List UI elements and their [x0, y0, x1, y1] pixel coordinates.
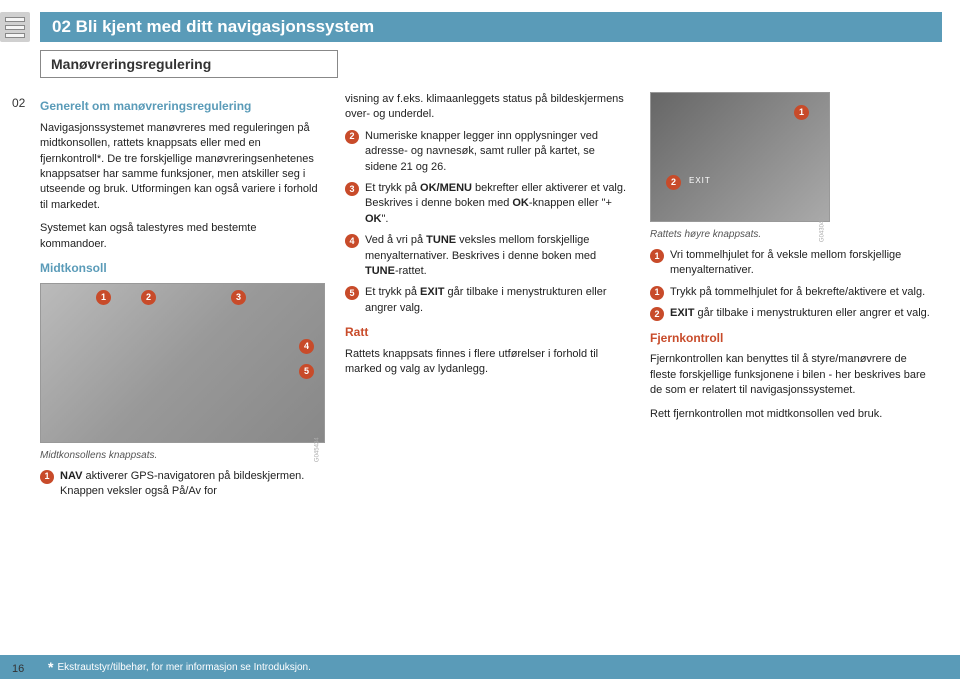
column-3: 1 2 EXIT G043040 Rattets høyre knappsats… [650, 92, 935, 506]
callout-3: 3 [231, 290, 246, 305]
callout-2: 2 [666, 175, 681, 190]
content-area: Manøvreringsregulering Generelt om manøv… [40, 50, 942, 629]
list-item-3: 3 Et trykk på OK/MENU bekrefter eller ak… [345, 181, 630, 227]
heading-fjernkontroll: Fjernkontroll [650, 330, 935, 347]
column-1: Generelt om manøvreringsregulering Navig… [40, 92, 325, 506]
paragraph: Rett fjernkontrollen mot midtkonsollen v… [650, 407, 935, 422]
section-title: Manøvreringsregulering [51, 56, 327, 72]
footnote-text: Ekstrautstyr/tilbehør, for mer informasj… [57, 662, 310, 673]
list-item-1: 1 Vri tommelhjulet for å veksle mellom f… [650, 248, 935, 279]
list-item-1b: 1 Trykk på tommelhjulet for å bekrefte/a… [650, 285, 935, 300]
columns: Generelt om manøvreringsregulering Navig… [40, 92, 942, 506]
list-item-2: 2 EXIT går tilbake i menystrukturen elle… [650, 306, 935, 321]
paragraph: Fjernkontrollen kan benyttes til å styre… [650, 352, 935, 398]
heading-midtkonsoll: Midtkonsoll [40, 260, 325, 277]
chapter-tab-icon [0, 12, 30, 42]
list-item-1: 1 NAV aktiverer GPS-navigatoren på bilde… [40, 469, 325, 500]
list-item-4: 4 Ved å vri på TUNE veksles mellom forsk… [345, 233, 630, 279]
list-item-2: 2 Numeriske knapper legger inn opplysnin… [345, 129, 630, 175]
badge-2: 2 [650, 307, 664, 321]
paragraph: Navigasjonssystemet manøvreres med regul… [40, 121, 325, 213]
paragraph: Systemet kan også talestyres med bestemt… [40, 221, 325, 252]
badge-3: 3 [345, 182, 359, 196]
header-title: 02 Bli kjent med ditt navigasjonssystem [52, 17, 374, 37]
badge-1: 1 [40, 470, 54, 484]
callout-2: 2 [141, 290, 156, 305]
page-number: 16 [12, 663, 24, 675]
callout-4: 4 [299, 339, 314, 354]
column-2: visning av f.eks. klimaanleggets status … [345, 92, 630, 506]
badge-1: 1 [650, 286, 664, 300]
ratt-image: 1 2 EXIT G043040 [650, 92, 830, 222]
list-item-5: 5 Et trykk på EXIT går tilbake i menystr… [345, 285, 630, 316]
heading-general: Generelt om manøvreringsregulering [40, 98, 325, 115]
badge-4: 4 [345, 234, 359, 248]
image-caption: Rattets høyre knappsats. [650, 228, 935, 242]
image-code: G045434 [314, 438, 322, 463]
section-title-box: Manøvreringsregulering [40, 50, 338, 78]
badge-2: 2 [345, 130, 359, 144]
midtkonsoll-image: 1 2 3 4 5 G045434 [40, 283, 325, 443]
callout-1: 1 [794, 105, 809, 120]
image-caption: Midtkonsollens knappsats. [40, 449, 325, 463]
footer-bar: * Ekstrautstyr/tilbehør, for mer informa… [0, 655, 960, 679]
header-bar: 02 Bli kjent med ditt navigasjonssystem [40, 12, 942, 42]
paragraph: visning av f.eks. klimaanleggets status … [345, 92, 630, 123]
chapter-number-side: 02 [12, 96, 25, 110]
image-code: G043040 [819, 217, 827, 242]
footnote-star: * [48, 659, 53, 675]
paragraph: Rattets knappsats finnes i flere utførel… [345, 347, 630, 378]
callout-1: 1 [96, 290, 111, 305]
heading-ratt: Ratt [345, 324, 630, 341]
callout-5: 5 [299, 364, 314, 379]
badge-5: 5 [345, 286, 359, 300]
exit-label: EXIT [689, 175, 711, 186]
badge-1: 1 [650, 249, 664, 263]
